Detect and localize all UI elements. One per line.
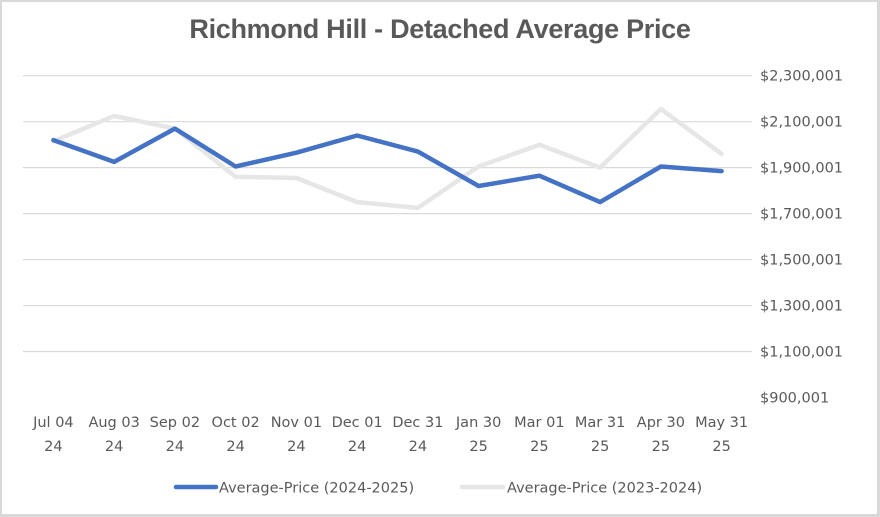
x-tick-label-year: 25: [712, 439, 730, 455]
y-tick-label: $1,900,001: [760, 161, 843, 177]
y-tick-label: $1,100,001: [760, 345, 843, 361]
x-tick-label: Aug 03: [88, 415, 139, 431]
y-tick-label: $900,001: [760, 391, 829, 407]
x-tick-label-year: 24: [409, 439, 427, 455]
x-tick-label: Mar 31: [575, 415, 625, 431]
y-tick-label: $2,100,001: [760, 115, 843, 131]
x-tick-label-year: 25: [591, 439, 609, 455]
x-tick-label: Sep 02: [150, 415, 200, 431]
x-tick-label: Oct 02: [212, 415, 260, 431]
x-tick-label: Apr 30: [637, 415, 685, 431]
x-tick-label-year: 25: [652, 439, 670, 455]
x-tick-label: Jul 04: [32, 415, 74, 431]
gridlines: [23, 75, 752, 353]
y-tick-label: $1,300,001: [760, 299, 843, 315]
x-tick-label-year: 24: [287, 439, 305, 455]
y-tick-label: $1,700,001: [760, 207, 843, 223]
x-tick-label-year: 24: [166, 439, 184, 455]
x-tick-label-year: 24: [226, 439, 244, 455]
legend-label: Average-Price (2023-2024): [507, 481, 702, 497]
x-tick-label: Dec 01: [332, 415, 383, 431]
x-tick-label-year: 24: [348, 439, 366, 455]
y-tick-label: $1,500,001: [760, 253, 843, 269]
series-lines: [51, 106, 724, 211]
x-tick-label: Dec 31: [392, 415, 443, 431]
x-tick-label: Nov 01: [271, 415, 322, 431]
chart-title: Richmond Hill - Detached Average Price: [189, 14, 691, 44]
x-axis-ticks: Jul 04 24 Aug 03 24 Sep 02 24 Oct 02 24 Nov 01 24…: [32, 415, 748, 455]
series-line-2023-2024: [51, 106, 724, 211]
legend-label: Average-Price (2024-2025): [219, 481, 414, 497]
x-tick-label: Mar 01: [514, 415, 564, 431]
legend: Average-Price (2024-2025) Average-Price (…: [173, 481, 702, 497]
x-tick-label: Jan 30: [455, 415, 501, 431]
y-tick-label: $2,300,001: [760, 69, 843, 85]
series-line-2024-2025: [51, 126, 724, 205]
y-axis-ticks: $900,001 $1,100,001 $1,300,001 $1,500,001 $1…: [760, 69, 843, 407]
x-tick-label-year: 25: [530, 439, 548, 455]
x-tick-label-year: 25: [469, 439, 487, 455]
x-tick-label-year: 24: [44, 439, 62, 455]
x-tick-label-year: 24: [105, 439, 123, 455]
x-tick-label: May 31: [695, 415, 748, 431]
